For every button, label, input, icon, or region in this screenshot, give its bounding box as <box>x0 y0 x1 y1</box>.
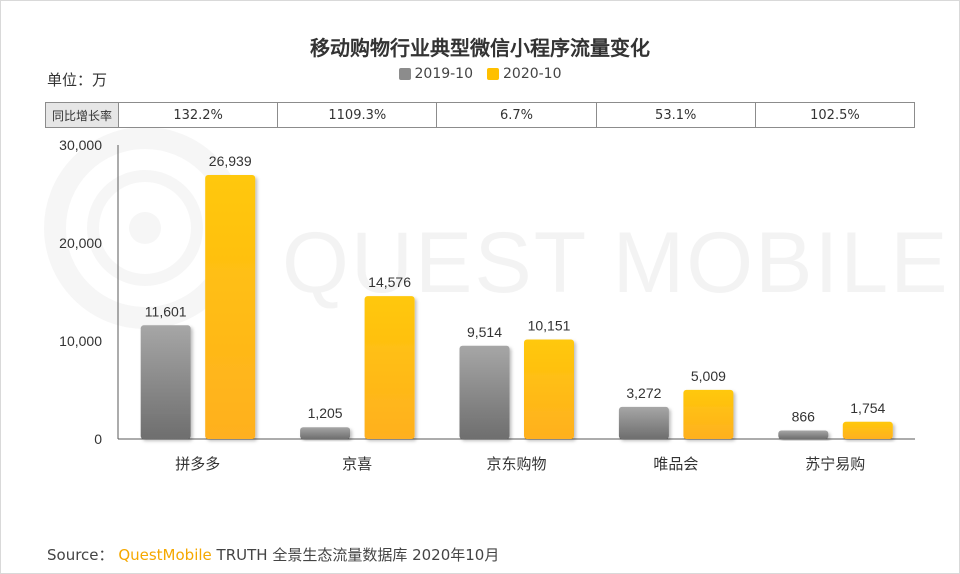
bar-2020-10 <box>364 296 415 439</box>
bar-2019-10 <box>300 427 351 439</box>
legend-item-2020: 2020-10 <box>487 66 562 82</box>
growth-rate-table: 同比增长率 132.2% 1109.3% 6.7% 53.1% 102.5% <box>45 102 915 128</box>
y-tick-label: 20,000 <box>59 235 102 251</box>
data-label: 1,754 <box>850 400 885 416</box>
x-tick-label: 拼多多 <box>175 455 220 473</box>
legend-label-2019: 2019-10 <box>414 66 474 82</box>
source-note: Source： QuestMobile TRUTH 全景生态流量数据库 2020… <box>47 544 499 565</box>
x-tick-label: 唯品会 <box>653 455 698 473</box>
bar-2019-10 <box>459 345 510 439</box>
chart-title: 移动购物行业典型微信小程序流量变化 <box>310 36 650 60</box>
x-tick-label: 京东购物 <box>486 455 546 473</box>
y-tick-label: 10,000 <box>59 333 102 349</box>
bar-2020-10 <box>205 174 256 439</box>
growth-rate-cell: 132.2% <box>119 103 279 127</box>
growth-rate-cell: 1109.3% <box>278 103 438 127</box>
bar-2019-10 <box>618 406 669 439</box>
bar-2020-10 <box>524 339 574 439</box>
data-label: 1,205 <box>308 405 343 421</box>
bar-2020-10 <box>842 421 893 439</box>
bar-2019-10 <box>778 430 829 439</box>
legend-label-2020: 2020-10 <box>503 66 562 82</box>
data-label: 14,576 <box>368 274 411 290</box>
data-label: 866 <box>792 409 816 425</box>
x-tick-label: 京喜 <box>342 455 372 473</box>
legend-swatch-2019 <box>398 68 411 80</box>
data-label: 3,272 <box>626 385 661 401</box>
source-prefix: Source： <box>47 546 114 564</box>
unit-label: 单位：万 <box>47 71 108 89</box>
growth-rate-cell: 6.7% <box>437 103 597 127</box>
x-tick-label: 苏宁易购 <box>805 455 865 473</box>
data-label: 5,009 <box>691 368 726 384</box>
legend-swatch-2020 <box>487 68 499 80</box>
bar-2020-10 <box>683 389 734 439</box>
y-tick-label: 0 <box>94 431 102 447</box>
bar-2019-10 <box>140 325 191 439</box>
data-label: 9,514 <box>467 324 502 340</box>
data-label: 10,151 <box>528 318 571 334</box>
data-label: 26,939 <box>209 153 252 169</box>
legend-item-2019: 2019-10 <box>398 66 474 82</box>
growth-rate-cell: 102.5% <box>810 107 860 123</box>
data-label: 11,601 <box>145 303 187 319</box>
growth-rate-cell: 53.1% <box>597 103 756 127</box>
legend: 2019-10 2020-10 <box>0 66 960 82</box>
source-rest: TRUTH 全景生态流量数据库 2020年10月 <box>216 546 500 564</box>
growth-rate-header: 同比增长率 <box>46 103 119 127</box>
source-brand: QuestMobile <box>118 546 212 564</box>
y-tick-label: 30,000 <box>59 137 102 153</box>
